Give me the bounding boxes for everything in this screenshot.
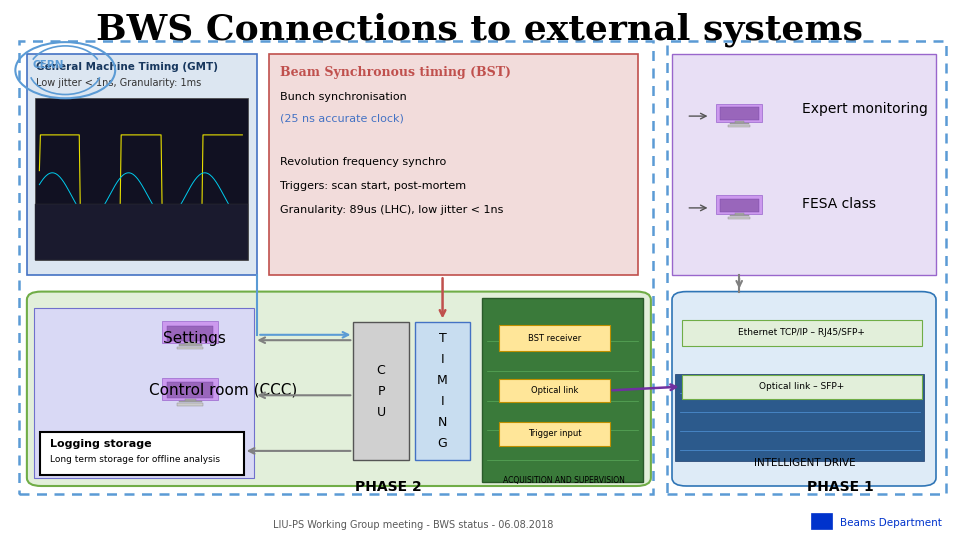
- Text: BWS Connections to external systems: BWS Connections to external systems: [97, 12, 863, 47]
- Bar: [179, 344, 202, 346]
- Bar: [716, 195, 762, 214]
- Bar: [167, 382, 213, 397]
- Text: Ethernet TCP/IP – RJ45/SFP+: Ethernet TCP/IP – RJ45/SFP+: [738, 328, 865, 337]
- Text: ACQUISITION AND SUPERVISION: ACQUISITION AND SUPERVISION: [503, 476, 624, 485]
- Text: CERN: CERN: [33, 60, 63, 70]
- Text: Control room (CCC): Control room (CCC): [149, 382, 297, 397]
- Bar: [682, 375, 922, 399]
- Bar: [720, 199, 758, 212]
- Bar: [35, 98, 248, 260]
- Bar: [734, 121, 744, 123]
- Text: Optical link: Optical link: [531, 386, 578, 395]
- Bar: [162, 377, 218, 400]
- Bar: [178, 347, 203, 349]
- Text: Trigger input: Trigger input: [528, 429, 581, 438]
- Bar: [179, 401, 202, 402]
- Bar: [34, 308, 254, 478]
- FancyBboxPatch shape: [27, 292, 651, 486]
- Bar: [730, 215, 749, 216]
- Bar: [734, 213, 744, 215]
- Bar: [415, 322, 470, 460]
- Text: LIU-PS Working Group meeting - BWS status - 06.08.2018: LIU-PS Working Group meeting - BWS statu…: [273, 520, 553, 530]
- Bar: [729, 217, 750, 219]
- Bar: [667, 40, 946, 494]
- Text: Settings: Settings: [163, 331, 226, 346]
- Text: Beams Department: Beams Department: [840, 518, 942, 528]
- Bar: [811, 513, 832, 529]
- Text: Long term storage for offline analysis: Long term storage for offline analysis: [50, 455, 220, 464]
- Bar: [178, 403, 203, 406]
- Text: Revolution frequency synchro: Revolution frequency synchro: [280, 157, 446, 167]
- Text: PHASE 2: PHASE 2: [355, 480, 422, 494]
- Text: Low jitter < 1ns, Granularity: 1ms: Low jitter < 1ns, Granularity: 1ms: [36, 78, 202, 89]
- Text: Expert monitoring: Expert monitoring: [802, 103, 927, 117]
- FancyBboxPatch shape: [672, 292, 936, 486]
- Text: Triggers: scan start, post-mortem: Triggers: scan start, post-mortem: [280, 181, 467, 191]
- Text: Optical link – SFP+: Optical link – SFP+: [759, 382, 844, 391]
- Text: General Machine Timing (GMT): General Machine Timing (GMT): [36, 62, 219, 72]
- Text: BST receiver: BST receiver: [528, 334, 581, 342]
- Bar: [729, 125, 750, 127]
- Text: Beam Synchronous timing (BST): Beam Synchronous timing (BST): [280, 65, 512, 79]
- Text: INTELLIGENT DRIVE: INTELLIGENT DRIVE: [754, 458, 855, 468]
- Bar: [716, 104, 762, 122]
- Bar: [672, 54, 936, 275]
- Text: Granularity: 89us (LHC), low jitter < 1ns: Granularity: 89us (LHC), low jitter < 1n…: [280, 205, 504, 215]
- Text: Bunch synchronisation: Bunch synchronisation: [280, 92, 407, 102]
- Bar: [499, 379, 610, 402]
- Text: C
P
U: C P U: [376, 364, 386, 418]
- Text: (25 ns accurate clock): (25 ns accurate clock): [280, 113, 404, 124]
- Bar: [35, 204, 248, 260]
- Bar: [162, 321, 218, 343]
- Bar: [499, 325, 610, 351]
- Text: PHASE 1: PHASE 1: [806, 480, 874, 494]
- Bar: [499, 422, 610, 446]
- Bar: [675, 374, 924, 461]
- Bar: [482, 298, 643, 482]
- Bar: [184, 342, 196, 345]
- Text: FESA class: FESA class: [802, 197, 876, 211]
- Bar: [730, 123, 749, 124]
- Bar: [682, 320, 922, 346]
- Bar: [40, 432, 244, 475]
- Bar: [167, 326, 213, 341]
- Text: T
I
M
I
N
G: T I M I N G: [437, 332, 448, 450]
- Bar: [269, 54, 638, 275]
- Bar: [184, 399, 196, 401]
- Bar: [353, 322, 409, 460]
- Bar: [27, 54, 257, 275]
- Text: Logging storage: Logging storage: [50, 439, 152, 449]
- Bar: [19, 40, 653, 494]
- Bar: [720, 107, 758, 120]
